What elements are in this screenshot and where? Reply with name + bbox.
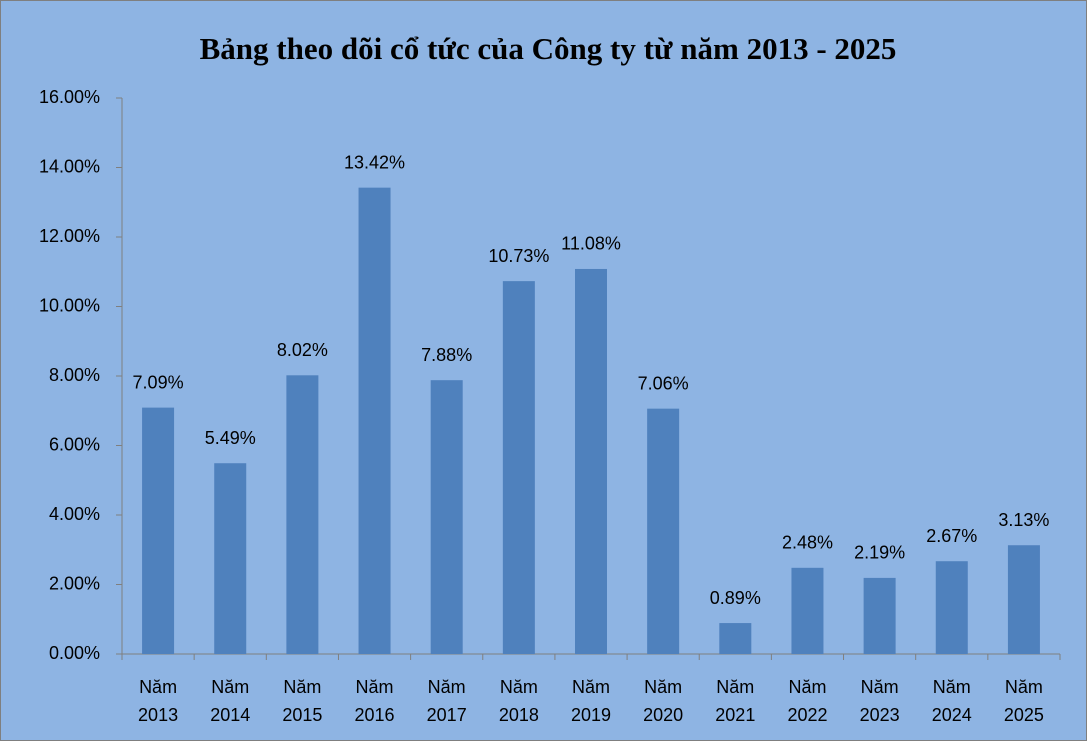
value-label: 8.02% (277, 340, 328, 360)
value-label: 5.49% (205, 428, 256, 448)
bar (502, 281, 535, 654)
value-label: 7.09% (133, 372, 184, 392)
x-tick-label: Năm 2020 (643, 677, 683, 725)
x-tick-label: Năm 2023 (860, 677, 900, 725)
x-tick-label: Năm 2015 (282, 677, 322, 725)
value-label: 7.06% (638, 373, 689, 393)
value-label: 3.13% (998, 510, 1049, 530)
bar (647, 408, 680, 654)
bar (719, 623, 752, 654)
y-tick-label: 14.00% (39, 156, 100, 176)
x-tick-label: Năm 2025 (1004, 677, 1044, 725)
bar (430, 380, 463, 654)
value-label: 11.08% (561, 234, 621, 254)
y-tick-label: 6.00% (49, 434, 100, 454)
bar (575, 268, 607, 654)
bar (935, 561, 968, 654)
bar (142, 407, 175, 654)
bar (863, 577, 896, 654)
value-label: 2.67% (926, 526, 977, 546)
y-tick-label: 8.00% (49, 365, 100, 385)
x-tick-label: Năm 2017 (427, 677, 467, 725)
chart-title: Bảng theo dõi cổ tức của Công ty từ năm … (200, 31, 897, 66)
x-tick-label: Năm 2022 (787, 677, 827, 725)
y-tick-label: 0.00% (49, 643, 100, 663)
value-label: 13.42% (344, 152, 405, 172)
bar (286, 375, 319, 654)
bar (1007, 545, 1040, 654)
y-tick-label: 10.00% (39, 295, 100, 315)
bar (214, 463, 247, 654)
y-tick-label: 16.00% (39, 87, 100, 107)
value-label: 7.88% (421, 345, 472, 365)
bar (791, 567, 824, 654)
value-label: 2.48% (782, 533, 833, 553)
value-label: 2.19% (854, 543, 905, 563)
y-tick-label: 2.00% (49, 573, 100, 593)
x-tick-label: Năm 2018 (499, 677, 539, 725)
value-label: 0.89% (710, 588, 761, 608)
x-tick-label: Năm 2019 (571, 677, 611, 725)
x-tick-label: Năm 2024 (932, 677, 972, 725)
bar (358, 187, 391, 654)
x-tick-label: Năm 2014 (210, 677, 250, 725)
x-tick-label: Năm 2013 (138, 677, 178, 725)
x-tick-label: Năm 2016 (355, 677, 395, 725)
value-label: 10.73% (488, 246, 549, 266)
y-tick-label: 12.00% (39, 226, 100, 246)
y-tick-label: 4.00% (49, 504, 100, 524)
x-tick-label: Năm 2021 (715, 677, 755, 725)
